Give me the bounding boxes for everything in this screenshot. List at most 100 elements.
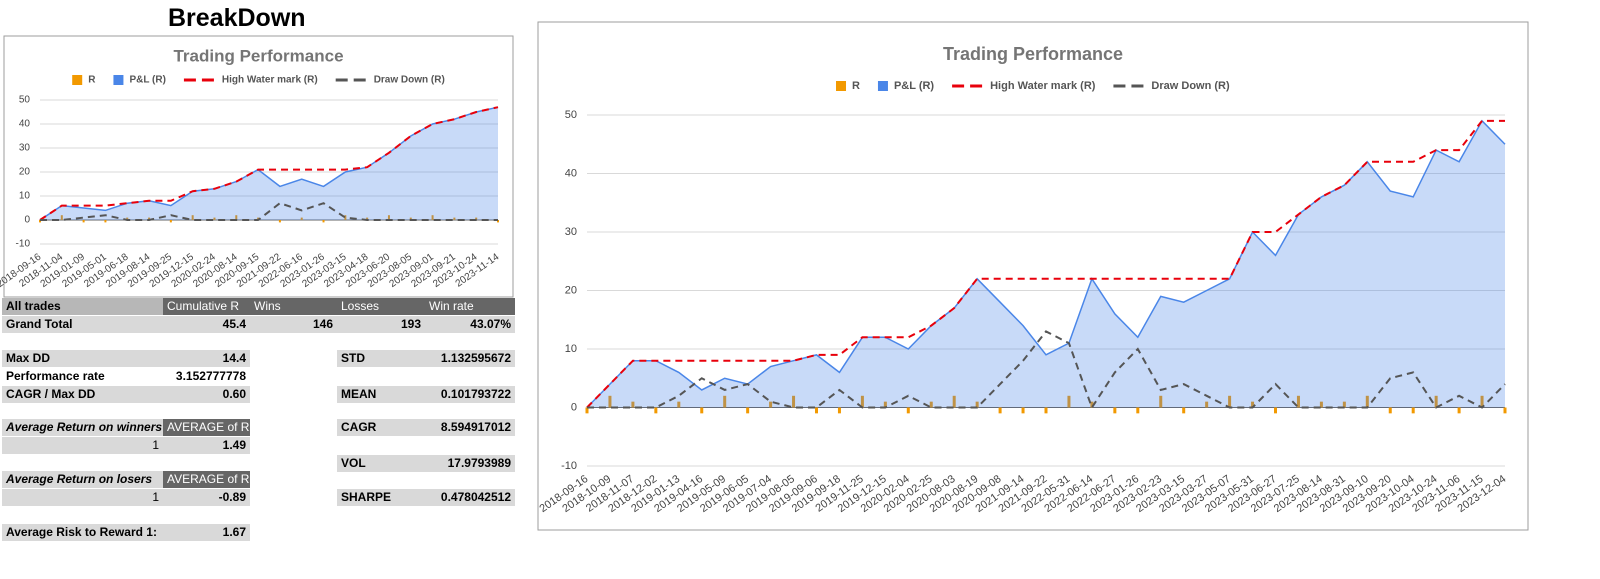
legend-label: Draw Down (R) bbox=[374, 75, 445, 86]
y-tick-label: 30 bbox=[565, 226, 577, 238]
bar bbox=[60, 215, 63, 220]
bar bbox=[1434, 395, 1438, 408]
bar bbox=[700, 407, 704, 414]
bar bbox=[631, 401, 635, 408]
chart-frame bbox=[3, 35, 514, 298]
bar bbox=[723, 395, 727, 408]
bar bbox=[235, 215, 238, 220]
stat-label: CAGR / Max DD bbox=[2, 386, 163, 403]
table-header: All trades bbox=[2, 298, 163, 315]
pivot-header: AVERAGE of R bbox=[163, 471, 250, 488]
line bbox=[40, 202, 498, 221]
pivot-value: -0.89 bbox=[163, 489, 250, 506]
bar bbox=[792, 395, 796, 408]
y-tick-label: -10 bbox=[16, 239, 31, 250]
stat-value: 1.67 bbox=[163, 524, 250, 541]
table-cell: 43.07% bbox=[425, 316, 515, 333]
metric-label: SHARPE bbox=[337, 489, 425, 506]
bar bbox=[1021, 407, 1025, 414]
bar bbox=[998, 407, 1002, 414]
legend-label: R bbox=[852, 80, 860, 92]
pivot-label: Average Return on winners bbox=[2, 419, 163, 436]
stat-value: 0.60 bbox=[163, 386, 250, 403]
legend-label: R bbox=[88, 75, 96, 86]
bar bbox=[1480, 395, 1484, 408]
bar bbox=[104, 220, 107, 223]
table-cell: 193 bbox=[337, 316, 425, 333]
bar bbox=[1251, 401, 1255, 408]
bar bbox=[929, 401, 933, 408]
y-tick-label: 0 bbox=[24, 215, 30, 226]
bar bbox=[1274, 407, 1277, 414]
bar bbox=[975, 401, 979, 408]
bar bbox=[82, 220, 85, 223]
stat-label: Max DD bbox=[2, 350, 163, 367]
bar bbox=[1182, 407, 1186, 414]
bar bbox=[344, 215, 347, 220]
bar bbox=[837, 407, 841, 414]
bar bbox=[1090, 401, 1094, 408]
bar bbox=[1296, 395, 1300, 408]
table-header: Losses bbox=[337, 298, 425, 315]
bar bbox=[1411, 407, 1415, 414]
bar bbox=[585, 407, 589, 414]
area-line bbox=[586, 119, 1506, 409]
bar bbox=[213, 217, 216, 220]
bar bbox=[1342, 401, 1346, 408]
legend-symbol bbox=[72, 75, 83, 85]
bar bbox=[608, 395, 612, 408]
bar bbox=[39, 220, 41, 223]
pivot-header: AVERAGE of R bbox=[163, 419, 250, 436]
stat-label: Average Risk to Reward 1: bbox=[2, 524, 163, 541]
bar bbox=[1044, 407, 1048, 414]
bar bbox=[860, 395, 864, 408]
legend: R P&L (R) High Water mark (R) Draw Down (R) bbox=[836, 80, 1230, 92]
bar bbox=[1205, 401, 1209, 408]
table-cell: 45.4 bbox=[163, 316, 250, 333]
bar bbox=[1136, 407, 1140, 414]
bar bbox=[1067, 395, 1071, 408]
pivot-value: 1.49 bbox=[163, 437, 250, 454]
bar bbox=[191, 215, 194, 220]
bar bbox=[169, 220, 172, 223]
bar bbox=[769, 401, 773, 408]
bar bbox=[1503, 407, 1507, 414]
bar bbox=[1457, 407, 1461, 414]
legend-symbol bbox=[877, 81, 888, 91]
line bbox=[587, 330, 1506, 410]
legend-label: P&L (R) bbox=[129, 75, 165, 86]
bar bbox=[1365, 395, 1369, 408]
pivot-key: 1 bbox=[2, 437, 163, 454]
bar bbox=[322, 220, 325, 223]
y-tick-label: 30 bbox=[19, 143, 31, 154]
bar bbox=[1159, 395, 1163, 408]
chart-title: Trading Performance bbox=[173, 46, 343, 65]
bar bbox=[409, 217, 412, 220]
area bbox=[587, 120, 1505, 408]
bar bbox=[1228, 395, 1232, 408]
bar bbox=[1388, 407, 1392, 414]
table-cell: Grand Total bbox=[2, 316, 163, 333]
stat-value: 3.152777778 bbox=[175, 369, 246, 383]
y-tick-label: 40 bbox=[19, 119, 31, 130]
y-tick-label: 50 bbox=[565, 109, 577, 121]
stat-value: 14.4 bbox=[163, 350, 250, 367]
area bbox=[40, 107, 498, 220]
table-header: Wins bbox=[250, 298, 337, 315]
metric-label: VOL bbox=[337, 455, 425, 472]
bar bbox=[883, 401, 887, 408]
bar bbox=[906, 407, 910, 414]
metric-value: 1.132595672 bbox=[425, 350, 515, 367]
bar bbox=[1113, 407, 1117, 414]
pivot-label: Average Return on losers bbox=[2, 471, 163, 488]
bar bbox=[475, 217, 478, 220]
metric-label: STD bbox=[337, 350, 425, 367]
table-cell: 146 bbox=[250, 316, 337, 333]
legend-label: High Water mark (R) bbox=[990, 80, 1096, 92]
pivot-key: 1 bbox=[2, 489, 163, 506]
bar bbox=[366, 217, 369, 220]
table-header: Cumulative R bbox=[163, 298, 250, 315]
table-header: Win rate bbox=[425, 298, 515, 315]
